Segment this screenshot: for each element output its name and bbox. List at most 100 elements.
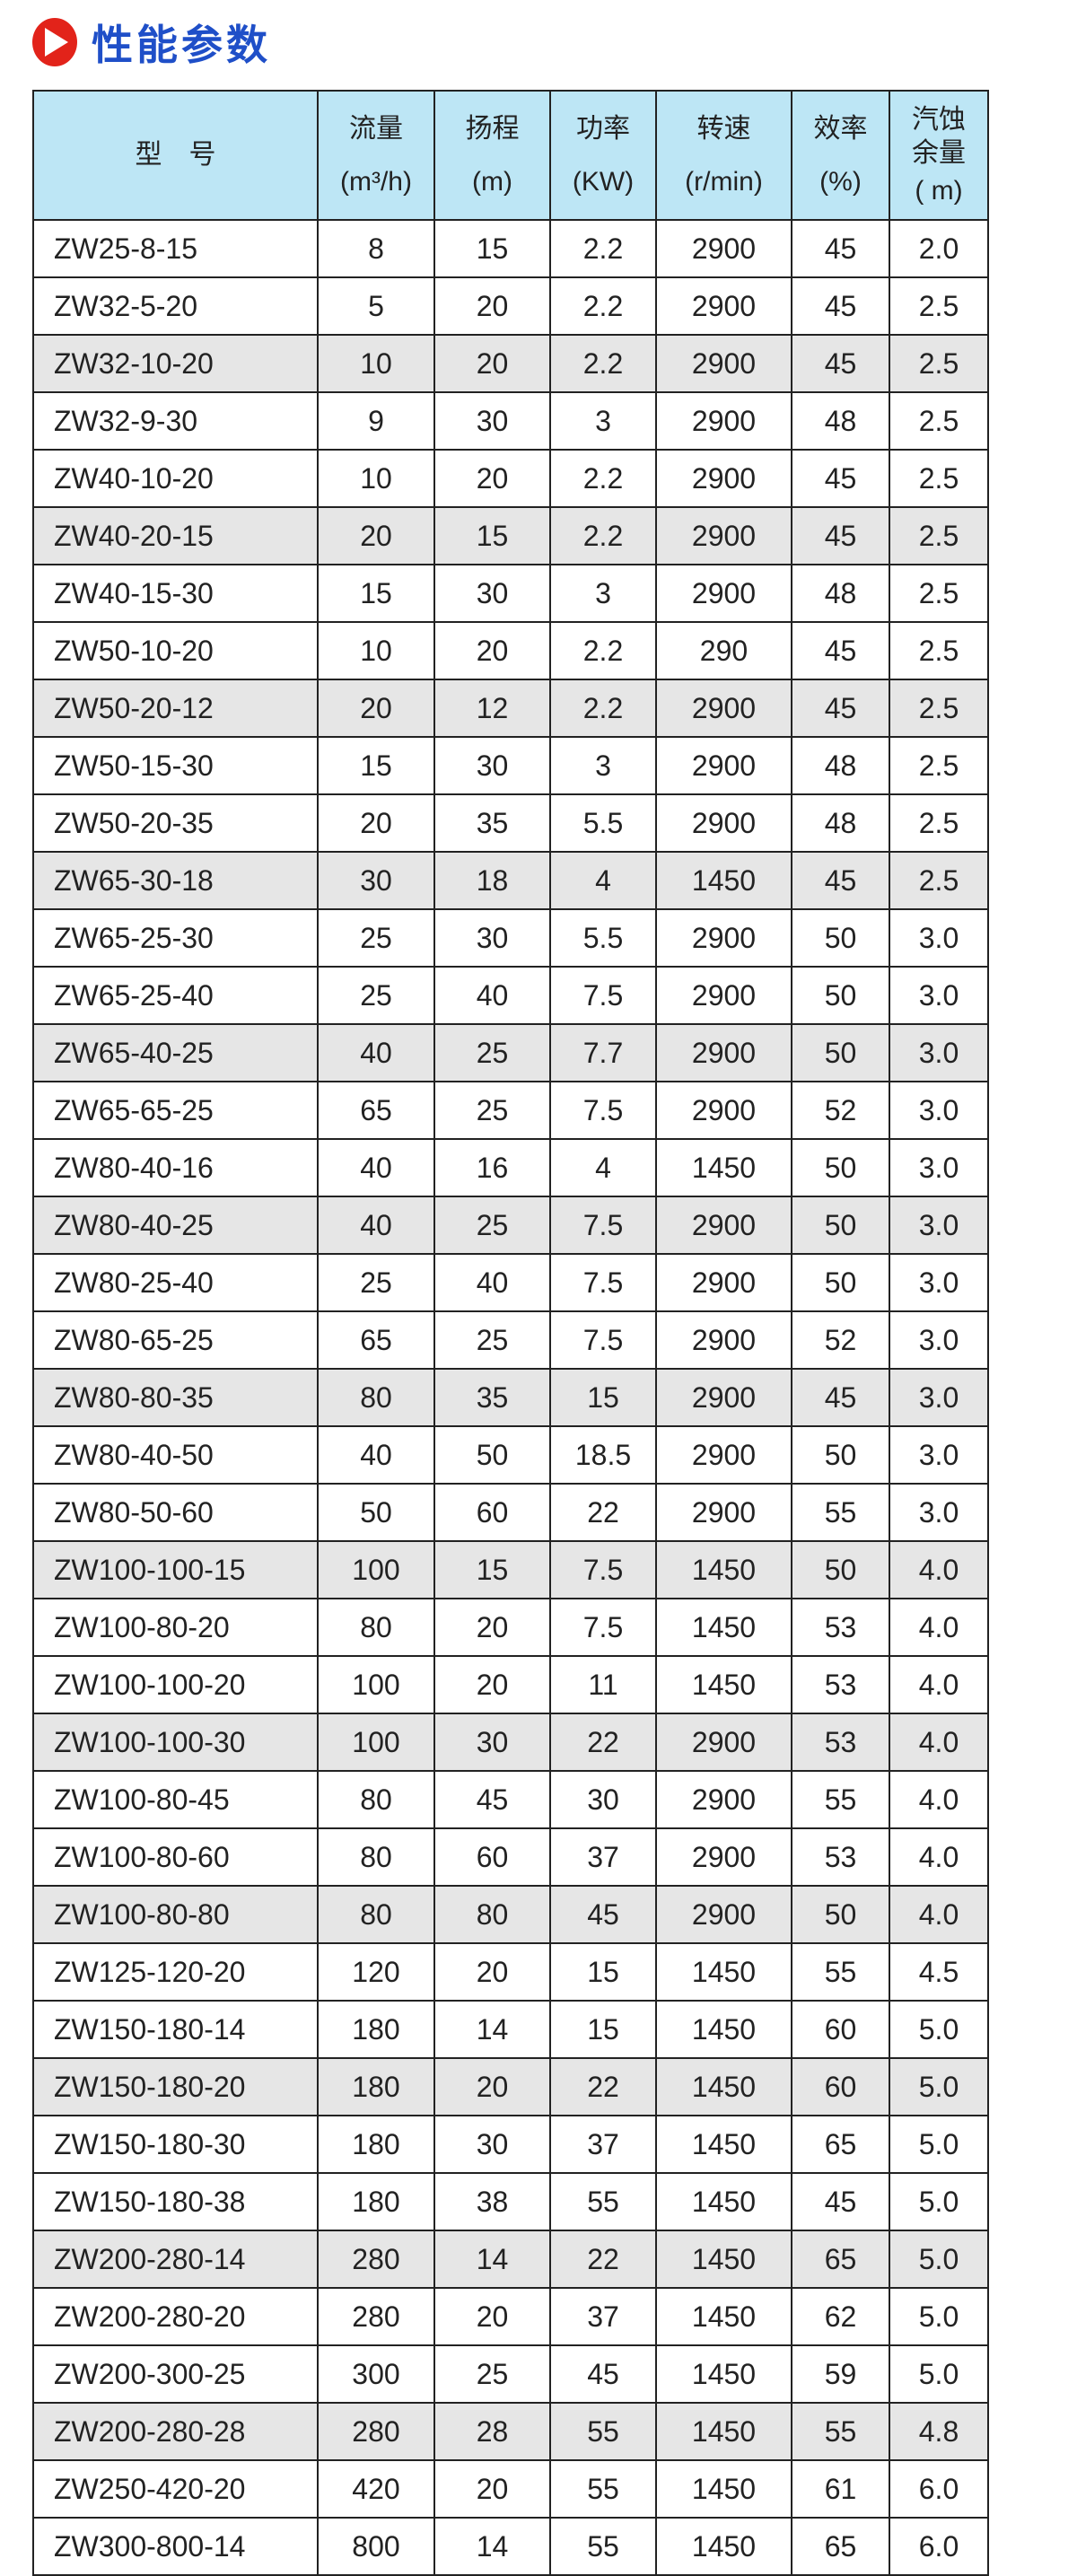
value-cell: 30 bbox=[433, 2115, 551, 2174]
value-cell: 2900 bbox=[655, 506, 792, 565]
value-cell: 48 bbox=[791, 391, 890, 451]
value-cell: 420 bbox=[317, 2459, 435, 2519]
table-row: ZW32-10-20 10 20 2.2 2900 45 2.5 bbox=[32, 334, 989, 393]
column-header: 效率 (%) bbox=[791, 90, 890, 221]
value-cell: 2900 bbox=[655, 1483, 792, 1542]
value-cell: 30 bbox=[549, 1770, 657, 1829]
value-cell: 5.0 bbox=[889, 2115, 989, 2174]
value-cell: 80 bbox=[317, 1368, 435, 1427]
value-cell: 55 bbox=[791, 1942, 890, 2002]
value-cell: 3.0 bbox=[889, 1138, 989, 1197]
value-cell: 53 bbox=[791, 1827, 890, 1887]
value-cell: 2900 bbox=[655, 908, 792, 968]
model-cell: ZW100-100-20 bbox=[32, 1655, 319, 1714]
value-cell: 25 bbox=[433, 1023, 551, 1082]
value-cell: 5.0 bbox=[889, 2172, 989, 2231]
value-cell: 180 bbox=[317, 2000, 435, 2059]
value-cell: 55 bbox=[791, 1483, 890, 1542]
value-cell: 2.5 bbox=[889, 334, 989, 393]
value-cell: 7.7 bbox=[549, 1023, 657, 1082]
value-cell: 18 bbox=[433, 851, 551, 910]
value-cell: 300 bbox=[317, 2344, 435, 2404]
value-cell: 61 bbox=[791, 2459, 890, 2519]
page-title: 性能参数 bbox=[92, 21, 271, 69]
value-cell: 2.5 bbox=[889, 736, 989, 795]
value-cell: 40 bbox=[317, 1196, 435, 1255]
value-cell: 50 bbox=[791, 1023, 890, 1082]
table-row: ZW80-40-25 40 25 7.5 2900 50 3.0 bbox=[32, 1196, 989, 1255]
table-row: ZW32-9-30 9 30 3 2900 48 2.5 bbox=[32, 391, 989, 451]
value-cell: 45 bbox=[791, 449, 890, 508]
value-cell: 38 bbox=[433, 2172, 551, 2231]
value-cell: 7.5 bbox=[549, 1081, 657, 1140]
model-cell: ZW32-9-30 bbox=[32, 391, 319, 451]
value-cell: 45 bbox=[791, 851, 890, 910]
value-cell: 4.8 bbox=[889, 2402, 989, 2461]
value-cell: 15 bbox=[549, 1942, 657, 2002]
column-header: 汽蚀余量 ( m) bbox=[889, 90, 989, 221]
value-cell: 2.5 bbox=[889, 851, 989, 910]
value-cell: 40 bbox=[317, 1023, 435, 1082]
value-cell: 20 bbox=[317, 506, 435, 565]
model-cell: ZW65-25-30 bbox=[32, 908, 319, 968]
value-cell: 4.0 bbox=[889, 1655, 989, 1714]
value-cell: 2.2 bbox=[549, 679, 657, 738]
value-cell: 48 bbox=[791, 736, 890, 795]
value-cell: 10 bbox=[317, 621, 435, 680]
value-cell: 2900 bbox=[655, 1081, 792, 1140]
value-cell: 10 bbox=[317, 449, 435, 508]
value-cell: 30 bbox=[433, 564, 551, 623]
value-cell: 2.2 bbox=[549, 276, 657, 336]
value-cell: 3 bbox=[549, 736, 657, 795]
table-row: ZW100-80-60 80 60 37 2900 53 4.0 bbox=[32, 1827, 989, 1887]
value-cell: 50 bbox=[791, 966, 890, 1025]
value-cell: 14 bbox=[433, 2517, 551, 2576]
value-cell: 15 bbox=[549, 1368, 657, 1427]
value-cell: 45 bbox=[791, 219, 890, 278]
table-row: ZW80-40-16 40 16 4 1450 50 3.0 bbox=[32, 1138, 989, 1197]
table-row: ZW125-120-20 120 20 15 1450 55 4.5 bbox=[32, 1942, 989, 2002]
model-cell: ZW50-15-30 bbox=[32, 736, 319, 795]
value-cell: 100 bbox=[317, 1713, 435, 1772]
value-cell: 2900 bbox=[655, 1196, 792, 1255]
value-cell: 50 bbox=[791, 1540, 890, 1599]
value-cell: 7.5 bbox=[549, 966, 657, 1025]
value-cell: 15 bbox=[549, 2000, 657, 2059]
value-cell: 37 bbox=[549, 2287, 657, 2346]
column-name: 扬程 bbox=[465, 112, 520, 145]
value-cell: 3.0 bbox=[889, 1368, 989, 1427]
value-cell: 2900 bbox=[655, 1253, 792, 1312]
model-cell: ZW300-800-14 bbox=[32, 2517, 319, 2576]
value-cell: 1450 bbox=[655, 2115, 792, 2174]
value-cell: 180 bbox=[317, 2115, 435, 2174]
table-row: ZW200-280-28 280 28 55 1450 55 4.8 bbox=[32, 2402, 989, 2461]
value-cell: 40 bbox=[317, 1138, 435, 1197]
value-cell: 2.5 bbox=[889, 391, 989, 451]
value-cell: 25 bbox=[317, 1253, 435, 1312]
value-cell: 2.5 bbox=[889, 506, 989, 565]
model-cell: ZW150-180-20 bbox=[32, 2057, 319, 2116]
model-cell: ZW200-280-28 bbox=[32, 2402, 319, 2461]
value-cell: 60 bbox=[791, 2057, 890, 2116]
column-unit: (m³/h) bbox=[340, 167, 412, 197]
value-cell: 50 bbox=[791, 1138, 890, 1197]
table-row: ZW40-15-30 15 30 3 2900 48 2.5 bbox=[32, 564, 989, 623]
column-name: 转速 bbox=[696, 112, 751, 145]
table-row: ZW100-80-45 80 45 30 2900 55 4.0 bbox=[32, 1770, 989, 1829]
value-cell: 25 bbox=[433, 1310, 551, 1370]
value-cell: 62 bbox=[791, 2287, 890, 2346]
model-cell: ZW150-180-38 bbox=[32, 2172, 319, 2231]
column-name: 效率 bbox=[813, 112, 868, 145]
value-cell: 280 bbox=[317, 2402, 435, 2461]
value-cell: 2900 bbox=[655, 1770, 792, 1829]
value-cell: 60 bbox=[433, 1827, 551, 1887]
value-cell: 52 bbox=[791, 1310, 890, 1370]
model-cell: ZW125-120-20 bbox=[32, 1942, 319, 2002]
value-cell: 2900 bbox=[655, 219, 792, 278]
value-cell: 2900 bbox=[655, 679, 792, 738]
value-cell: 20 bbox=[433, 2057, 551, 2116]
value-cell: 11 bbox=[549, 1655, 657, 1714]
table-row: ZW100-100-20 100 20 11 1450 53 4.0 bbox=[32, 1655, 989, 1714]
value-cell: 2.5 bbox=[889, 621, 989, 680]
value-cell: 5.0 bbox=[889, 2057, 989, 2116]
